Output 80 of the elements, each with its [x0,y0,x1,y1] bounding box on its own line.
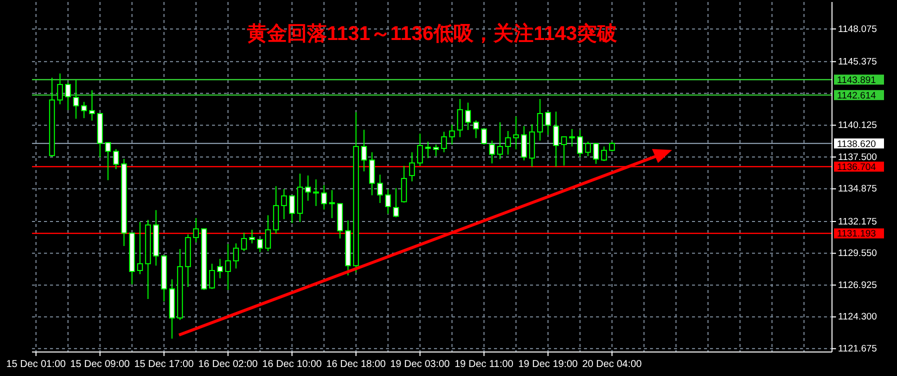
candlestick [249,229,255,244]
x-tick-label: 20 Dec 04:00 [582,359,642,370]
candlestick [329,190,335,219]
candlestick [481,128,487,146]
candlestick [537,98,543,142]
x-tick-label: 16 Dec 02:00 [198,359,258,370]
y-tick-label: 1148.075 [838,24,877,35]
candlestick [553,111,559,168]
y-tick-label: 1124.300 [838,312,877,323]
candlestick [601,146,607,162]
candlestick [289,195,295,224]
candlestick [241,232,247,252]
candlestick [473,120,479,139]
candlestick [321,184,327,210]
y-tick-label: 1137.500 [838,152,877,163]
candlestick [409,152,415,182]
candlestick [377,174,383,204]
candlestick [393,188,399,218]
candlestick [281,188,287,220]
x-tick-label: 16 Dec 18:00 [326,359,386,370]
candlestick [497,122,503,160]
candlestick [465,102,471,131]
candlestick [489,140,495,164]
candlestick [457,98,463,138]
candlestick [193,218,199,243]
ref-line-label: 1142.614 [837,90,876,102]
candlestick [569,128,575,147]
y-tick-label: 1126.925 [838,280,877,291]
candlestick [521,126,527,161]
candlestick [257,238,263,253]
ref-line-label: 1138.620 [837,138,876,150]
candlestick [385,188,391,214]
candlestick [401,165,407,204]
candlestick [233,242,239,270]
ref-line-label: 1143.891 [837,74,876,86]
x-tick-label: 19 Dec 03:00 [390,359,450,370]
candlestick [505,130,511,156]
candlestick [113,148,119,170]
y-tick-label: 1140.125 [838,120,877,132]
x-tick-label: 15 Dec 17:00 [134,359,194,370]
y-tick-label: 1121.675 [838,344,877,355]
candlestick [593,143,599,164]
candlestick [433,144,439,157]
text: 黄金回落1131～1136低吸，关注1143突破 [246,22,618,45]
candlestick [577,130,583,158]
candlestick [137,222,143,275]
x-tick-label: 19 Dec 19:00 [518,359,578,370]
candlestick [65,82,71,111]
candlestick [265,214,271,252]
candlestick [561,136,567,166]
candlestick [513,116,519,150]
y-tick-label: 1134.875 [838,184,877,195]
y-tick-label: 1145.375 [838,56,877,68]
candlestick [313,178,319,206]
x-tick-label: 15 Dec 09:00 [70,359,130,370]
x-tick-label: 16 Dec 10:00 [262,359,322,370]
candlestick [57,72,63,105]
x-tick-label: 15 Dec 01:00 [6,359,66,370]
candlestick [217,258,223,279]
candlestick [425,141,431,159]
candlestick [105,142,111,181]
candlestick [417,133,423,166]
ref-line-label: 1136.704 [837,162,876,173]
candlestick [585,141,591,157]
candlestick [225,244,231,290]
y-tick-label: 1132.175 [838,216,877,228]
candlestick [545,111,551,136]
candlestick [209,263,215,290]
candlestick [81,101,87,119]
x-tick-label: 19 Dec 11:00 [454,359,514,370]
candlestick [441,131,447,153]
candlestick [369,152,375,196]
candlestick [361,129,367,172]
candlestick [449,124,455,146]
candlestick [305,175,311,202]
candlestick [89,90,95,122]
candlestick [73,79,79,120]
y-tick-label: 1129.550 [838,248,877,260]
candlestick [609,141,615,152]
ref-line-label: 1131.193 [837,228,876,240]
